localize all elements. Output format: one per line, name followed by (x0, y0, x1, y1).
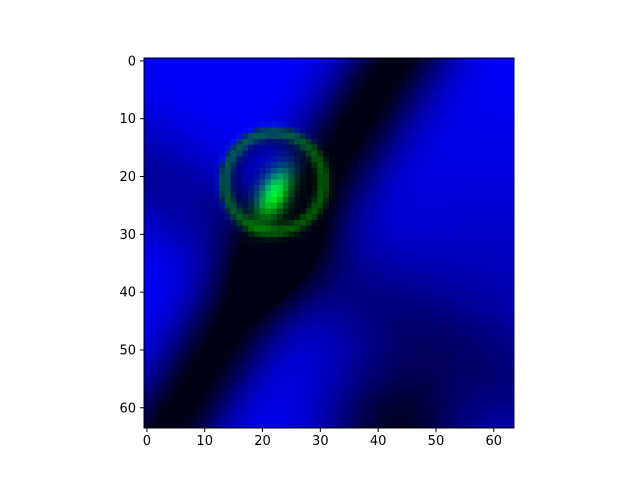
x-tick-label: 20 (254, 434, 271, 449)
x-tick-label: 60 (485, 434, 502, 449)
y-tick-label: 60 (119, 401, 136, 416)
heatmap-image (144, 58, 514, 428)
y-tick-label: 20 (119, 170, 136, 185)
y-tick-label: 10 (119, 112, 136, 127)
y-axis: 0 10 20 30 40 50 60 (119, 54, 144, 416)
image-plot (144, 58, 514, 428)
x-tick-label: 10 (196, 434, 213, 449)
y-tick-label: 0 (128, 54, 136, 69)
y-tick-label: 30 (119, 228, 136, 243)
y-tick-label: 50 (119, 343, 136, 358)
x-tick-label: 40 (370, 434, 387, 449)
y-tick-label: 40 (119, 286, 136, 301)
x-axis: 0 10 20 30 40 50 60 (143, 428, 502, 449)
x-tick-label: 50 (428, 434, 445, 449)
x-tick-label: 30 (312, 434, 329, 449)
axes-frame (143, 57, 515, 429)
x-tick-label: 0 (143, 434, 151, 449)
